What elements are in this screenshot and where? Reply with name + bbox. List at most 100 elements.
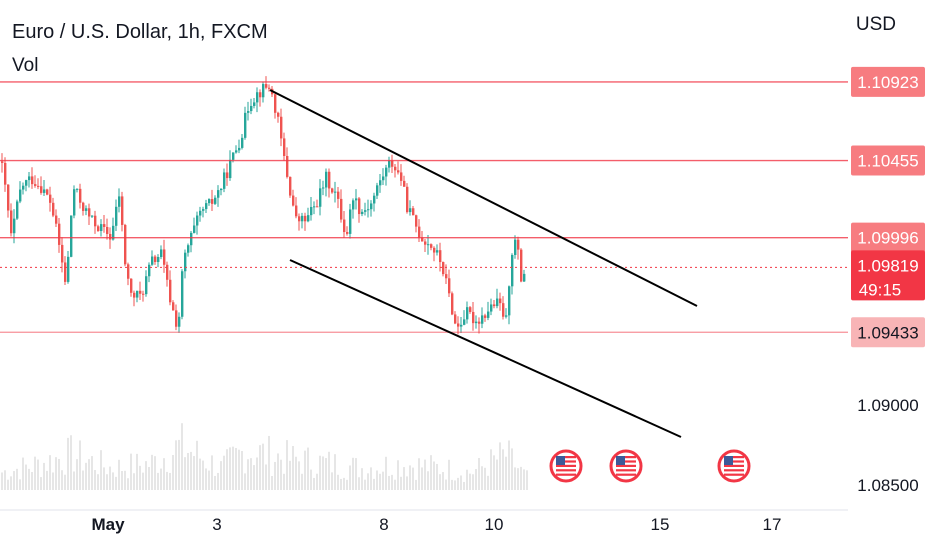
volume-bar <box>232 446 234 490</box>
candle-body <box>241 137 244 148</box>
candle-body <box>91 215 94 217</box>
candle-body <box>157 257 160 262</box>
candle-body <box>97 226 100 231</box>
volume-bar <box>178 439 180 490</box>
candle-body <box>484 315 487 318</box>
candle-body <box>52 202 55 216</box>
volume-bar <box>454 480 456 490</box>
candle-body <box>361 211 364 215</box>
level-tag-label: 1.10455 <box>857 152 918 171</box>
candle-body <box>109 233 112 240</box>
flag-stripe <box>724 473 744 476</box>
candle-body <box>412 208 415 216</box>
candle-body <box>394 166 397 171</box>
volume-bar <box>1 472 3 490</box>
volume-bar <box>247 459 249 490</box>
volume-bar <box>484 467 486 490</box>
volume-bar <box>433 461 435 490</box>
candle-body <box>295 205 298 217</box>
volume-bar <box>445 479 447 490</box>
candle-body <box>100 224 103 231</box>
candle-body <box>502 303 505 317</box>
volume-bar <box>520 466 522 490</box>
level-tag <box>851 66 925 97</box>
candle-body <box>514 239 517 256</box>
volume-bar <box>151 454 153 490</box>
volume-bar <box>376 470 378 490</box>
volume-bar <box>127 478 129 490</box>
candle-body <box>133 292 136 298</box>
volume-bar <box>241 451 243 490</box>
volume-bar <box>94 470 96 490</box>
volume-bar <box>139 465 141 490</box>
volume-bar <box>352 457 354 490</box>
candle-body <box>445 274 448 279</box>
volume-bar <box>280 459 282 490</box>
candle-body <box>409 208 412 213</box>
flag-stripe <box>556 469 576 472</box>
volume-bar <box>202 460 204 490</box>
volume-bar <box>124 470 126 490</box>
volume-bar <box>148 467 150 490</box>
volume-bar <box>229 447 231 490</box>
volume-bar <box>16 468 18 490</box>
candle-body <box>481 315 484 324</box>
volume-bar <box>46 470 48 490</box>
candle-body <box>460 324 463 327</box>
channel-lower-line <box>289 259 682 438</box>
volume-bar <box>346 479 348 490</box>
volume-bar <box>457 477 459 490</box>
volume-bar <box>220 461 222 490</box>
volume-bar <box>499 442 501 490</box>
volume-bar <box>421 467 423 490</box>
volume-bar <box>277 453 279 490</box>
volume-bar <box>286 440 288 490</box>
volume-label[interactable]: Vol <box>12 55 39 76</box>
candle-body <box>475 321 478 324</box>
candle-body <box>172 302 175 311</box>
candle-body <box>424 241 427 245</box>
candle-body <box>160 249 163 258</box>
x-tick-label: 17 <box>763 515 782 534</box>
volume-bar <box>112 472 114 490</box>
candle-body <box>214 197 217 204</box>
candle-body <box>79 188 82 203</box>
volume-bar <box>367 473 369 490</box>
candle-body <box>340 198 343 220</box>
volume-bar <box>379 473 381 490</box>
volume-bar <box>55 457 57 490</box>
candle-body <box>34 184 37 186</box>
candle-body <box>328 171 331 189</box>
volume-bar <box>265 464 267 490</box>
candle-body <box>76 188 79 190</box>
candle-body <box>115 206 118 226</box>
candle-body <box>10 210 13 234</box>
candle-body <box>298 216 301 222</box>
volume-bar <box>109 466 111 490</box>
volume-bar <box>100 450 102 490</box>
volume-bar <box>181 423 183 490</box>
candle-body <box>154 256 157 262</box>
volume-bar <box>496 459 498 490</box>
candle-body <box>388 160 391 168</box>
volume-bar <box>424 459 426 490</box>
volume-bar <box>64 474 66 490</box>
candle-body <box>469 307 472 312</box>
candle-body <box>487 311 490 318</box>
candle-body <box>259 92 262 98</box>
volume-bar <box>382 471 384 490</box>
candle-body <box>64 262 67 282</box>
candle-body <box>238 147 241 151</box>
volume-bar <box>25 464 27 490</box>
volume-bar <box>439 474 441 490</box>
volume-bar <box>238 449 240 490</box>
volume-bar <box>88 459 90 490</box>
volume-bar <box>190 451 192 490</box>
candle-body <box>373 195 376 204</box>
countdown-label: 49:15 <box>859 280 902 299</box>
volume-bar <box>469 473 471 490</box>
volume-bar <box>91 456 93 490</box>
volume-bar <box>373 478 375 490</box>
